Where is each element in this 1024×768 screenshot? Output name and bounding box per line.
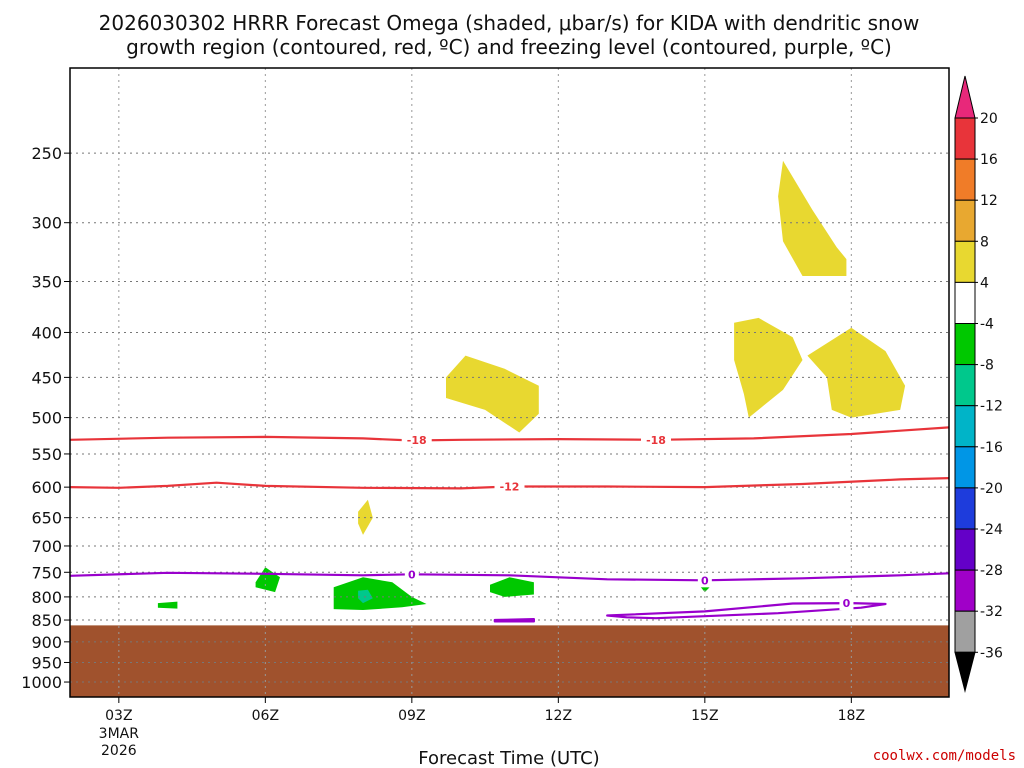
- dendritic-contour-0: [69, 426, 950, 442]
- y-tick-label-850: 850: [31, 611, 62, 630]
- colorbar-box-12: [954, 610, 976, 653]
- colorbar-label-12: -32: [980, 604, 1003, 620]
- x-tick-label-15Z: 15Z: [691, 708, 718, 724]
- colorbar-label-8: -16: [980, 440, 1003, 456]
- contour-label-0: -18: [407, 434, 427, 447]
- y-tick-label-600: 600: [31, 478, 62, 497]
- freezing-contour-1: [606, 602, 887, 620]
- plot-area: -18 -18 -12 0 0 0 250 300 350 400 450 500 550 600 650 7…: [21, 67, 950, 759]
- y-tick-label-300: 300: [31, 214, 62, 233]
- colorbar-label-7: -12: [980, 399, 1003, 415]
- freezing-contour-0: [69, 571, 950, 582]
- colorbar-box-2: [954, 199, 976, 242]
- colorbar-label-5: -4: [980, 317, 994, 333]
- omega-region-1: [734, 317, 803, 418]
- y-tick-label-1000: 1000: [21, 673, 62, 692]
- contour-label-2: -12: [500, 481, 520, 494]
- x-date-label-0: 3MAR: [99, 726, 140, 742]
- y-tick-label-800: 800: [31, 588, 62, 607]
- colorbar-label-1: 16: [980, 152, 998, 168]
- contour-label-bg-2: [494, 479, 525, 494]
- x-tick-label-18Z: 18Z: [838, 708, 865, 724]
- x-tick-label-09Z: 09Z: [398, 708, 425, 724]
- colorbar-box-7: [954, 405, 976, 448]
- x-tick-label-03Z: 03Z: [105, 708, 132, 724]
- colorbar-box-6: [954, 364, 976, 407]
- plot-frame: [69, 67, 950, 698]
- x-tick-label-12Z: 12Z: [545, 708, 572, 724]
- contour-label-1: -18: [646, 434, 666, 447]
- colorbar-box-11: [954, 569, 976, 612]
- omega-region-6: [333, 577, 427, 610]
- colorbar-label-9: -20: [980, 481, 1003, 497]
- colorbar-label-11: -28: [980, 563, 1003, 579]
- freezing-contour-2: [493, 618, 535, 623]
- contour-label-5: 0: [843, 597, 851, 610]
- y-tick-label-900: 900: [31, 633, 62, 652]
- terrain-fill: [70, 625, 949, 697]
- colorbar-box-0: [954, 117, 976, 160]
- contour-label-bg-0: [401, 432, 432, 447]
- omega-region-8: [157, 601, 178, 609]
- y-tick-label-550: 550: [31, 445, 62, 464]
- chart-title-line-2: growth region (contoured, red, ºC) and f…: [126, 35, 892, 59]
- credit-link[interactable]: coolwx.com/models: [873, 748, 1016, 764]
- omega-region-7: [490, 577, 534, 597]
- colorbar-label-2: 12: [980, 193, 998, 209]
- colorbar: 20 16 12 8 4 -4 -8 -12 -16 -20 -24 -28 -32 -36: [954, 75, 1003, 693]
- contour-label-bg-3: [404, 567, 419, 582]
- colorbar-label-6: -8: [980, 358, 994, 374]
- omega-region-0: [778, 160, 847, 276]
- colorbar-label-13: -36: [980, 645, 1003, 661]
- colorbar-box-4: [954, 281, 976, 324]
- chart-title-line-1: 2026030302 HRRR Forecast Omega (shaded, …: [99, 11, 920, 35]
- colorbar-box-9: [954, 487, 976, 530]
- y-tick-label-950: 950: [31, 653, 62, 672]
- y-tick-label-500: 500: [31, 409, 62, 428]
- omega-region-3: [446, 355, 539, 433]
- colorbar-box-5: [954, 323, 976, 366]
- contour-label-bg-1: [641, 432, 671, 447]
- y-tick-label-450: 450: [31, 368, 62, 387]
- y-tick-label-350: 350: [31, 273, 62, 292]
- y-tick-label-250: 250: [31, 144, 62, 163]
- y-tick-label-700: 700: [31, 537, 62, 556]
- contour-label-3: 0: [408, 568, 416, 581]
- y-tick-label-750: 750: [31, 563, 62, 582]
- x-date-label-1: 2026: [101, 743, 137, 759]
- omega-region-2: [807, 327, 906, 418]
- colorbar-label-3: 8: [980, 234, 989, 250]
- y-tick-label-400: 400: [31, 323, 62, 342]
- colorbar-label-0: 20: [980, 111, 998, 127]
- y-tick-label-650: 650: [31, 509, 62, 528]
- contour-label-bg-4: [697, 573, 712, 588]
- colorbar-box-10: [954, 528, 976, 571]
- colorbar-box-1: [954, 158, 976, 201]
- contour-label-bg-5: [839, 596, 854, 611]
- omega-region-9: [700, 586, 710, 593]
- colorbar-top-arrow: [954, 75, 976, 119]
- x-axis-title: Forecast Time (UTC): [418, 748, 599, 768]
- contour-label-4: 0: [701, 574, 709, 587]
- colorbar-label-10: -24: [980, 522, 1003, 538]
- colorbar-box-8: [954, 446, 976, 489]
- colorbar-bottom-arrow: [954, 651, 976, 693]
- colorbar-box-3: [954, 240, 976, 283]
- dendritic-contour-1: [69, 477, 950, 490]
- colorbar-label-4: 4: [980, 275, 989, 291]
- omega-region-10: [358, 589, 373, 604]
- x-tick-label-06Z: 06Z: [252, 708, 279, 724]
